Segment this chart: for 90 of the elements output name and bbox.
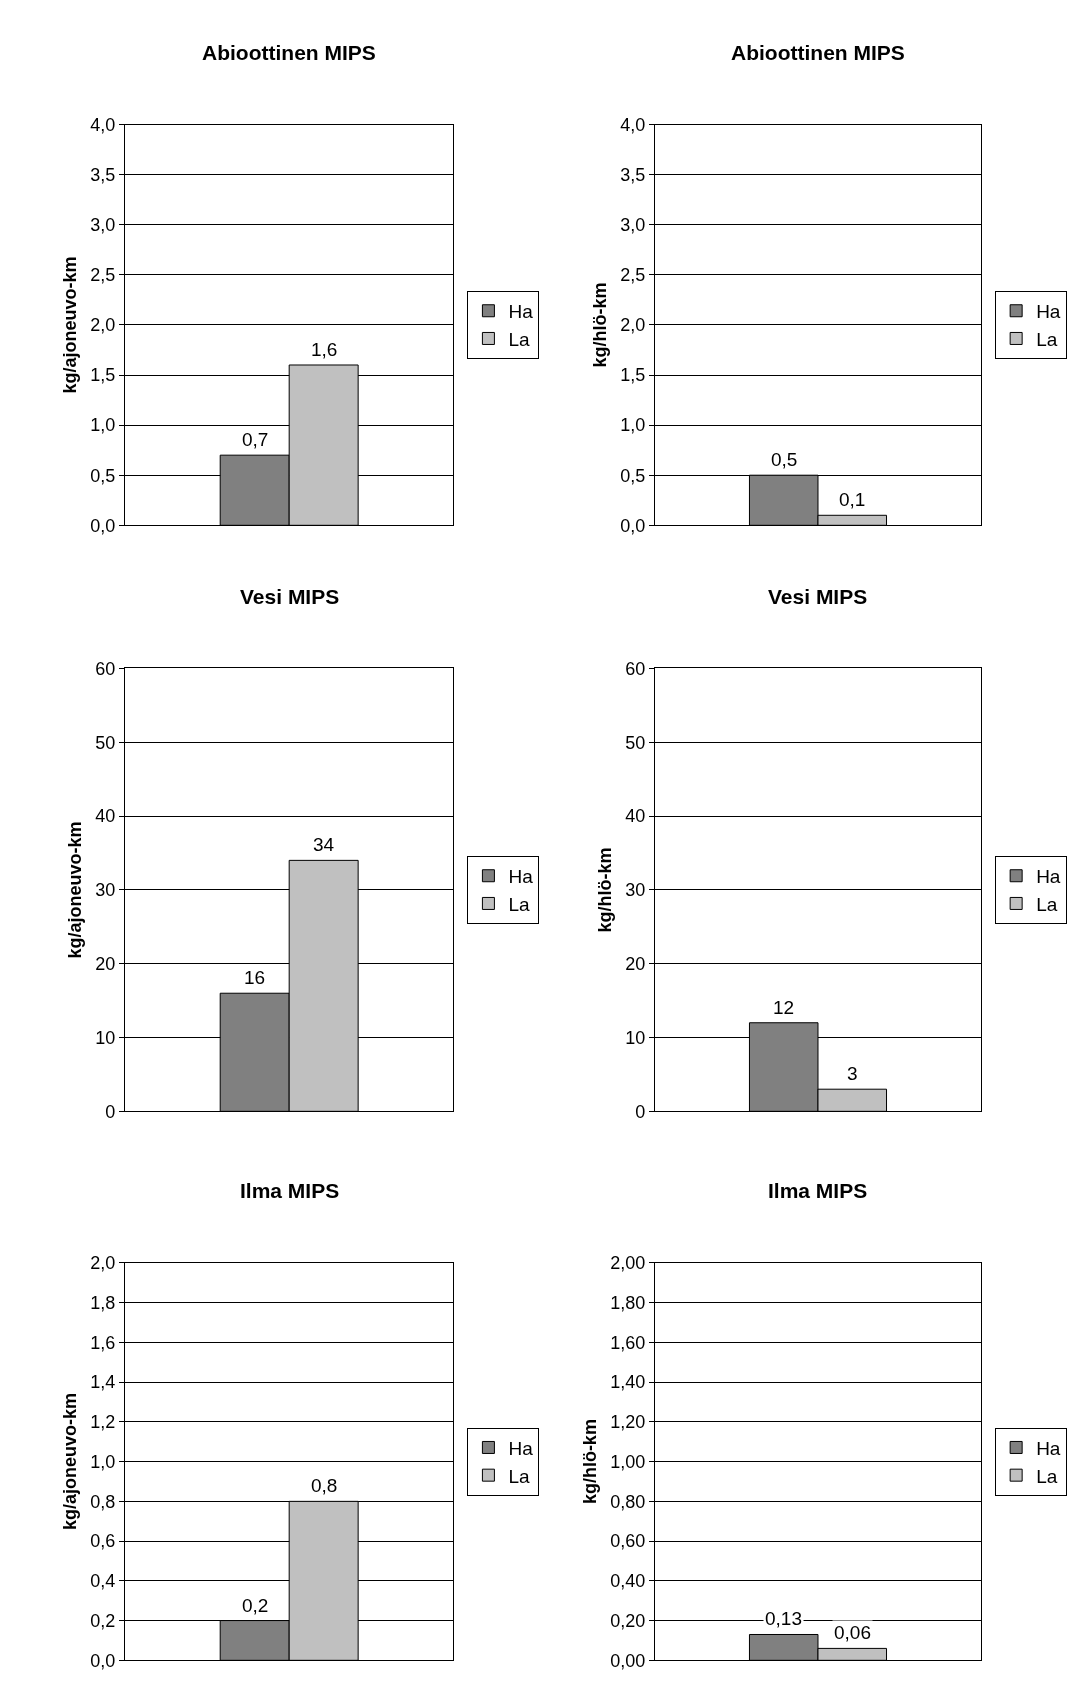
y-tick-label: 1,40 <box>610 1372 646 1393</box>
y-tick-label: 60 <box>625 658 646 679</box>
y-tick-label: 2,5 <box>620 265 646 286</box>
y-tick-label: 10 <box>95 1027 116 1048</box>
y-tick-label: 2,5 <box>90 265 116 286</box>
y-tick-label: 0,2 <box>90 1610 116 1631</box>
y-tick-label: 1,00 <box>610 1451 646 1472</box>
y-tick-label: 0,5 <box>620 465 646 486</box>
y-tick-label: 4,0 <box>90 114 116 135</box>
y-axis-title: kg/ajoneuvo-km <box>60 1393 81 1531</box>
data-label: 0,5 <box>771 449 798 470</box>
y-tick-label: 3,5 <box>620 164 646 185</box>
y-tick-label: 1,2 <box>90 1412 116 1433</box>
legend-label: Ha <box>508 1437 534 1459</box>
data-label: 0,8 <box>311 1475 338 1496</box>
y-tick-label: 0,0 <box>620 515 646 536</box>
legend-label: La <box>1036 1465 1058 1487</box>
legend-label: Ha <box>508 866 534 888</box>
data-label: 1,6 <box>311 339 338 360</box>
y-axis-title: kg/hlö-km <box>590 282 611 368</box>
y-tick-label: 10 <box>625 1027 646 1048</box>
chart-title: Abioottinen MIPS <box>731 41 905 64</box>
y-tick-label: 1,0 <box>90 415 116 436</box>
y-tick-label: 2,0 <box>90 1253 116 1274</box>
y-axis-title: kg/ajoneuvo-km <box>65 821 86 959</box>
y-tick-label: 1,5 <box>90 365 116 386</box>
y-tick-label: 1,8 <box>90 1292 116 1313</box>
y-tick-label: 1,6 <box>90 1332 116 1353</box>
y-tick-label: 1,80 <box>610 1292 646 1313</box>
y-tick-label: 1,0 <box>620 415 646 436</box>
data-label: 3 <box>847 1063 858 1084</box>
y-tick-label: 4,0 <box>620 114 646 135</box>
y-axis-title: kg/ajoneuvo-km <box>60 256 81 394</box>
y-tick-label: 0 <box>635 1101 646 1122</box>
legend-label: La <box>508 893 530 915</box>
y-tick-label: 3,0 <box>620 215 646 236</box>
y-tick-label: 1,20 <box>610 1412 646 1433</box>
y-tick-label: 1,5 <box>620 365 646 386</box>
legend-label: La <box>508 328 530 350</box>
y-tick-label: 0,6 <box>90 1531 116 1552</box>
data-label: 16 <box>244 967 266 988</box>
y-tick-label: 3,0 <box>90 215 116 236</box>
y-axis-title: kg/hlö-km <box>595 847 616 933</box>
y-tick-label: 0,40 <box>610 1571 646 1592</box>
y-tick-label: 0,8 <box>90 1491 116 1512</box>
y-tick-label: 60 <box>95 658 116 679</box>
y-tick-label: 0,5 <box>90 465 116 486</box>
y-tick-label: 2,0 <box>620 315 646 336</box>
y-tick-label: 0,0 <box>90 515 116 536</box>
y-tick-label: 3,5 <box>90 164 116 185</box>
y-tick-label: 0,0 <box>90 1650 116 1671</box>
y-tick-label: 50 <box>625 732 646 753</box>
data-label: 0,1 <box>839 489 866 510</box>
data-label: 0,06 <box>834 1622 871 1643</box>
legend-label: Ha <box>508 301 534 323</box>
data-label: 34 <box>313 834 335 855</box>
y-tick-label: 1,60 <box>610 1332 646 1353</box>
y-axis-title: kg/hlö-km <box>580 1419 601 1505</box>
chart-title: Ilma MIPS <box>768 1179 868 1202</box>
y-tick-label: 2,00 <box>610 1253 646 1274</box>
y-tick-label: 40 <box>625 806 646 827</box>
y-tick-label: 0,00 <box>610 1650 646 1671</box>
chart-title: Vesi MIPS <box>768 585 868 608</box>
legend-label: La <box>1036 893 1058 915</box>
data-label: 0,13 <box>765 1608 802 1629</box>
y-tick-label: 20 <box>625 954 646 974</box>
y-tick-label: 1,0 <box>90 1451 116 1472</box>
y-tick-label: 1,4 <box>90 1372 116 1393</box>
y-tick-label: 40 <box>95 806 116 827</box>
y-tick-label: 30 <box>625 880 646 901</box>
y-tick-label: 50 <box>95 732 116 753</box>
chart-title: Abioottinen MIPS <box>202 41 376 64</box>
data-label: 0,7 <box>242 429 269 450</box>
y-tick-label: 0 <box>105 1101 116 1122</box>
legend-label: Ha <box>1036 866 1061 888</box>
y-tick-label: 0,60 <box>610 1531 646 1552</box>
y-tick-label: 20 <box>95 954 116 974</box>
chart-title: Vesi MIPS <box>240 585 340 608</box>
chart-title: Ilma MIPS <box>240 1179 340 1202</box>
y-tick-label: 30 <box>95 880 116 901</box>
legend-label: Ha <box>1036 1437 1061 1459</box>
legend-label: Ha <box>1036 301 1061 323</box>
data-label: 12 <box>773 997 795 1018</box>
y-tick-label: 0,80 <box>610 1491 646 1512</box>
legend-label: La <box>508 1465 530 1487</box>
legend-label: La <box>1036 328 1058 350</box>
y-tick-label: 2,0 <box>90 315 116 336</box>
data-label: 0,2 <box>242 1595 269 1616</box>
y-tick-label: 0,20 <box>610 1610 646 1631</box>
y-tick-label: 0,4 <box>90 1571 116 1592</box>
